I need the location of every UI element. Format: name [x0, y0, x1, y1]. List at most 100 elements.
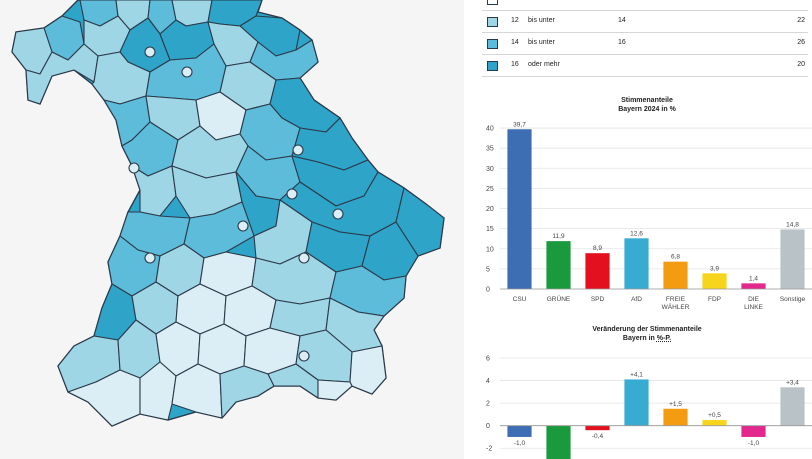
- legend-swatch: [487, 39, 498, 49]
- legend-count: 20: [797, 61, 805, 68]
- category-label: SPD: [591, 296, 605, 303]
- bar-value-label: 11,9: [552, 233, 565, 240]
- bar-value-label: +1,5: [669, 401, 682, 408]
- bar-value-label: 6,8: [671, 254, 680, 261]
- y-tick-label: 0: [486, 287, 490, 294]
- category-label: GRÜNE: [547, 295, 571, 303]
- district-region[interactable]: [131, 165, 177, 217]
- y-tick-label: 40: [486, 126, 494, 133]
- chart2-title: Veränderung der Stimmenanteile Bayern in…: [482, 325, 812, 343]
- legend-row: 14 bis unter 16 26: [482, 33, 808, 55]
- bar-value-label: -1,0: [514, 440, 526, 447]
- bar-value-label: 1,4: [749, 275, 758, 282]
- legend-row: unter 12 13: [482, 0, 808, 11]
- legend-to: 14: [618, 17, 626, 24]
- bar-value-label: +4,1: [630, 371, 643, 378]
- district-region[interactable]: [219, 365, 275, 419]
- city-district[interactable]: [298, 252, 310, 264]
- legend-row: 16 oder mehr 20: [482, 55, 808, 77]
- legend-operator: bis unter: [528, 39, 555, 46]
- category-label: CSU: [513, 296, 527, 303]
- category-label: LINKE: [744, 304, 763, 311]
- y-tick-label: 30: [486, 166, 494, 173]
- bar-value-label: 39,7: [513, 121, 526, 128]
- legend-from: 16: [511, 61, 519, 68]
- bar: [702, 420, 727, 426]
- y-tick-label: 6: [486, 356, 490, 363]
- y-tick-label: -2: [486, 446, 492, 453]
- bar: [663, 408, 688, 426]
- category-label: FREIE: [666, 296, 686, 303]
- city-district[interactable]: [144, 46, 156, 58]
- legend-from: 12: [511, 17, 519, 24]
- vote-share-chart: 0 5 10 15 20 25 30 35 40 39,7 CSU 11,9 GRÜNE 8,9 SPD 12…: [486, 121, 812, 311]
- city-district[interactable]: [144, 252, 156, 264]
- results-panel: unter 12 13 12 bis unter 14 22 14 bis unter 16 2 6 1…: [482, 0, 812, 459]
- bar-value-label: 8,9: [593, 245, 602, 252]
- city-district[interactable]: [286, 188, 298, 200]
- bar-value-label: +3,4: [786, 379, 799, 386]
- category-label: AfD: [631, 296, 642, 303]
- legend-from: 14: [511, 39, 519, 46]
- city-district[interactable]: [237, 220, 249, 232]
- city-district[interactable]: [128, 162, 140, 174]
- bar: [624, 238, 649, 289]
- legend-operator: oder mehr: [528, 61, 560, 68]
- chart1-title-line1: Stimmenanteile: [621, 97, 673, 104]
- y-tick-label: 4: [486, 378, 490, 385]
- category-label: DIE: [748, 296, 760, 303]
- district-region[interactable]: [25, 43, 99, 105]
- bar: [741, 425, 766, 437]
- chart2-title-line1: Veränderung der Stimmenanteile: [592, 326, 702, 333]
- bar: [507, 129, 532, 289]
- district-region[interactable]: [197, 323, 247, 375]
- legend-operator: bis unter: [528, 17, 555, 24]
- bar: [663, 261, 688, 289]
- bar: [585, 425, 610, 431]
- bar-value-label: +0,5: [708, 412, 721, 419]
- legend-operator: unter: [528, 0, 544, 2]
- city-district[interactable]: [298, 350, 310, 362]
- y-tick-label: 5: [486, 266, 490, 273]
- legend-swatch: [487, 17, 498, 27]
- city-district[interactable]: [181, 66, 193, 78]
- y-tick-label: 25: [486, 186, 494, 193]
- category-label: WÄHLER: [662, 303, 690, 311]
- map-canvas[interactable]: [0, 0, 464, 459]
- bar: [585, 253, 610, 289]
- legend-to: 12: [618, 0, 626, 2]
- bar-value-label: -0,4: [592, 433, 604, 440]
- vote-change-chart: -2 0 2 4 6 -1,0 -0,4 +4,1 +1,5 +0,5 -1,0 +3,4: [486, 356, 812, 459]
- bar: [780, 229, 805, 289]
- bar: [546, 241, 571, 289]
- district-region[interactable]: [349, 345, 387, 395]
- y-tick-label: 10: [486, 246, 494, 253]
- bar: [702, 273, 727, 289]
- bar: [741, 283, 766, 289]
- bar: [624, 379, 649, 426]
- chart2-title-prefix: Bayern in: [622, 335, 657, 342]
- y-tick-label: 2: [486, 401, 490, 408]
- chart2-title-unit[interactable]: %-P.: [656, 335, 672, 342]
- category-label: Sonstige: [780, 296, 806, 303]
- district-region[interactable]: [317, 379, 353, 401]
- bar-value-label: 3,9: [710, 265, 719, 272]
- city-district[interactable]: [332, 208, 344, 220]
- bar: [546, 425, 571, 459]
- y-tick-label: 15: [486, 226, 494, 233]
- district-region[interactable]: [67, 369, 141, 427]
- legend-swatch: [487, 0, 498, 5]
- bar-value-label: 12,6: [630, 230, 643, 237]
- bar: [507, 425, 532, 437]
- bar-value-label: -1,0: [748, 440, 760, 447]
- legend-count: 22: [797, 17, 805, 24]
- legend-count: 13: [797, 0, 805, 2]
- city-district[interactable]: [292, 144, 304, 156]
- legend-row: 12 bis unter 14 22: [482, 11, 808, 33]
- category-label: FDP: [708, 296, 721, 303]
- chart1-title-line2: Bayern 2024 in %: [618, 106, 676, 113]
- bavaria-district-map[interactable]: [0, 0, 464, 459]
- legend-swatch: [487, 61, 498, 71]
- bar-value-label: 14,8: [786, 221, 799, 228]
- legend-to: 16: [618, 39, 626, 46]
